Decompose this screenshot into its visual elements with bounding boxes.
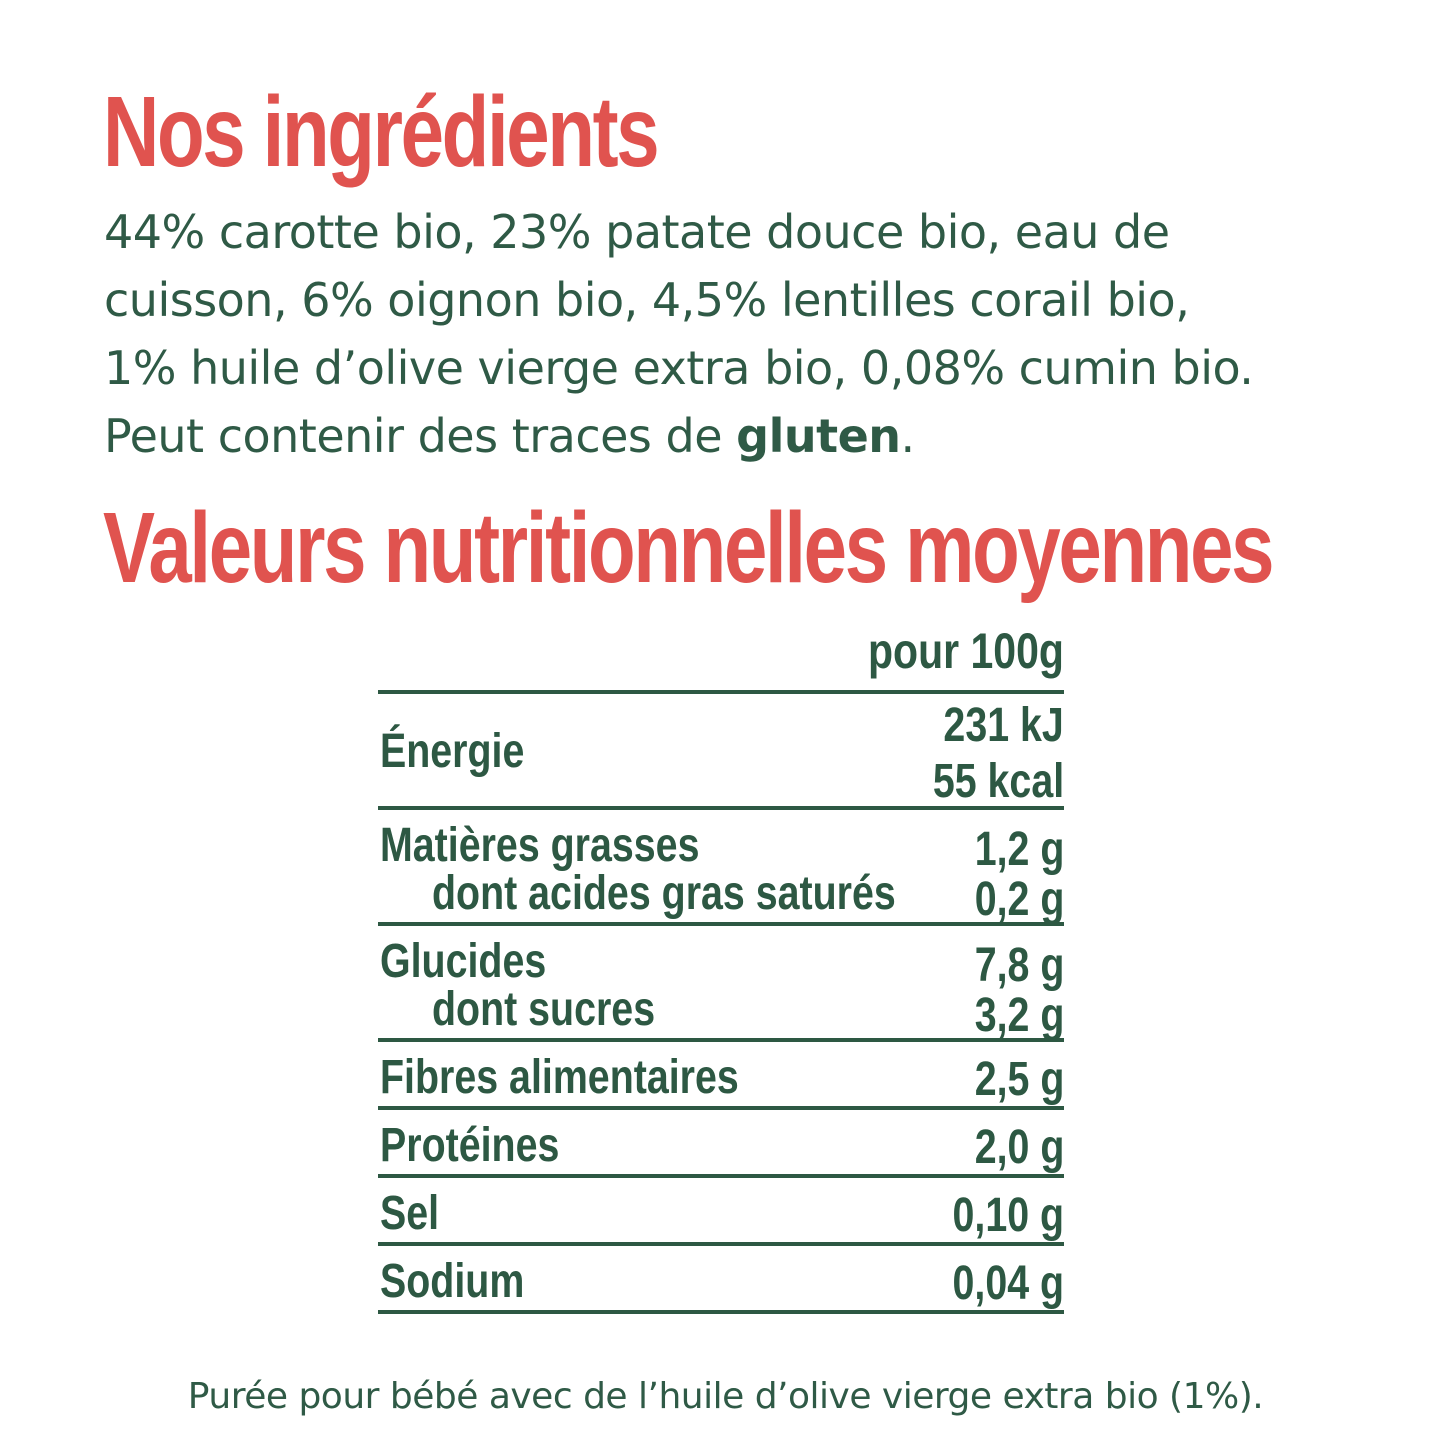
table-row-carbohydrates: Glucides dont sucres 7,8 g 3,2 g [378,926,1064,1042]
row-label: Sel [380,1187,440,1240]
nutrition-table: pour 100g Énergie 231 kJ 55 kcal Matière… [378,616,1064,1314]
ingredients-heading: Nos ingrédients [103,76,660,188]
table-row-protein: Protéines 2,0 g [378,1110,1064,1178]
ingredients-line: cuisson, 6% oignon bio, 4,5% lentilles c… [104,273,1190,327]
row-value: 1,2 g [974,823,1064,876]
row-label: Sodium [380,1255,525,1308]
row-value: 0,04 g [952,1257,1064,1310]
nutrition-heading: Valeurs nutritionnelles moyennes [103,492,1274,604]
table-row-sodium: Sodium 0,04 g [378,1246,1064,1314]
row-label: Glucides [380,935,547,988]
row-sub-value: 0,2 g [974,873,1064,926]
table-row-fibre: Fibres alimentaires 2,5 g [378,1042,1064,1110]
row-sub-label: dont sucres [432,983,656,1036]
row-value-kj: 231 kJ [943,699,1064,752]
row-sub-value: 3,2 g [974,989,1064,1042]
row-value: 0,10 g [952,1189,1064,1242]
product-description: Purée pour bébé avec de l’huile d’olive … [0,1376,1445,1417]
row-sub-label: dont acides gras saturés [432,867,896,920]
table-header: pour 100g [378,616,1064,694]
table-row-energy: Énergie 231 kJ 55 kcal [378,694,1064,810]
allergen-line: Peut contenir des traces de gluten. [104,402,1404,470]
row-value: 2,0 g [974,1121,1064,1174]
allergen-suffix: . [900,409,916,463]
row-label: Protéines [380,1119,560,1172]
row-value: 7,8 g [974,939,1064,992]
row-value: 2,5 g [974,1053,1064,1106]
allergen-gluten: gluten [736,409,901,463]
product-description-text: Purée pour bébé avec de l’huile d’olive … [187,1376,1264,1417]
row-label: Fibres alimentaires [380,1051,739,1104]
table-row-fat: Matières grasses dont acides gras saturé… [378,810,1064,926]
ingredients-line: 44% carotte bio, 23% patate douce bio, e… [104,205,1170,259]
column-header-per-100g: pour 100g [868,623,1064,679]
ingredients-line: 1% huile d’olive vierge extra bio, 0,08%… [104,341,1254,395]
allergen-prefix: Peut contenir des traces de [104,409,737,463]
row-label: Matières grasses [380,819,700,872]
row-value-kcal: 55 kcal [932,755,1064,808]
ingredients-text: 44% carotte bio, 23% patate douce bio, e… [104,198,1404,470]
row-label: Énergie [380,725,525,778]
table-row-salt: Sel 0,10 g [378,1178,1064,1246]
